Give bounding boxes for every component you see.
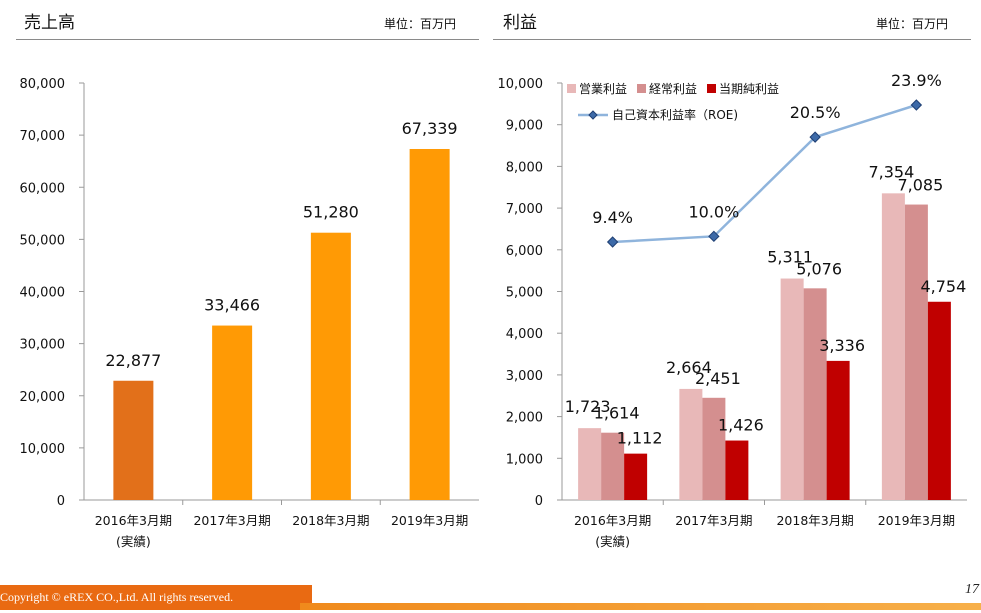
legend-label: 営業利益	[579, 82, 627, 96]
sales-data-label: 67,339	[402, 119, 458, 138]
profit-bar-2	[601, 432, 625, 500]
profit-bar-3	[826, 360, 850, 500]
profit-bar-2	[702, 397, 726, 500]
legend-swatch	[567, 84, 576, 93]
roe-data-label: 9.4%	[592, 208, 633, 227]
profit-data-label: 7,085	[897, 176, 943, 195]
profit-y-tick-label: 8,000	[506, 160, 543, 175]
profit-category-label: 2017年3月期	[675, 513, 752, 528]
profit-bar-1	[578, 428, 602, 500]
profit-data-label: 5,311	[767, 248, 813, 267]
sales-category-sublabel: (実績)	[116, 534, 151, 549]
profit-data-label: 3,336	[819, 336, 865, 355]
sales-y-tick-label: 0	[57, 494, 65, 509]
sales-bar	[310, 232, 351, 500]
sales-y-tick-label: 50,000	[20, 233, 66, 248]
sales-bar	[409, 148, 450, 500]
profit-panel-title: 利益	[503, 13, 537, 33]
profit-bar-1	[780, 278, 804, 500]
profit-header-rule	[493, 39, 971, 40]
sales-y-tick-label: 40,000	[20, 286, 66, 301]
legend-label: 経常利益	[649, 82, 697, 96]
profit-y-tick-label: 9,000	[506, 119, 543, 134]
page-number: 17	[965, 582, 979, 597]
sales-bar	[113, 380, 154, 500]
profit-data-label: 5,076	[796, 259, 842, 278]
profit-bar-3	[725, 440, 749, 500]
roe-data-label: 23.9%	[891, 71, 942, 90]
sales-y-tick-label: 10,000	[20, 442, 66, 457]
sales-bar	[212, 325, 253, 500]
profit-category-label: 2018年3月期	[776, 513, 853, 528]
profit-y-tick-label: 0	[535, 494, 543, 509]
sales-category-label: 2016年3月期	[95, 513, 172, 528]
sales-data-label: 33,466	[204, 296, 260, 315]
sales-category-label: 2019年3月期	[391, 513, 468, 528]
sales-y-tick-label: 20,000	[20, 390, 66, 405]
sales-y-tick-label: 30,000	[20, 338, 66, 353]
legend-swatch	[707, 84, 716, 93]
sales-category-label: 2017年3月期	[193, 513, 270, 528]
legend-label-roe: 自己資本利益率（ROE)	[612, 107, 738, 122]
sales-y-tick-label: 80,000	[20, 77, 66, 92]
profit-y-tick-label: 7,000	[506, 202, 543, 217]
sales-category-label: 2018年3月期	[292, 513, 369, 528]
sales-unit-label: 単位：百万円	[384, 17, 457, 31]
profit-bar-1	[881, 193, 905, 500]
roe-data-label: 20.5%	[790, 103, 841, 122]
profit-data-label: 4,754	[920, 277, 966, 296]
profit-category-label: 2019年3月期	[878, 513, 955, 528]
profit-bar-3	[624, 453, 648, 500]
roe-data-label: 10.0%	[688, 202, 739, 221]
roe-marker	[606, 236, 619, 248]
sales-y-tick-label: 60,000	[20, 181, 66, 196]
profit-y-tick-label: 6,000	[506, 244, 543, 259]
profit-y-tick-label: 5,000	[506, 286, 543, 301]
sales-data-label: 51,280	[303, 203, 359, 222]
footer-band	[0, 585, 312, 610]
legend-roe-marker	[588, 110, 598, 120]
profit-y-tick-label: 3,000	[506, 369, 543, 384]
profit-data-label: 1,426	[718, 416, 764, 435]
profit-bar-1	[679, 388, 703, 500]
profit-y-tick-label: 1,000	[506, 452, 543, 467]
footer-strip	[300, 603, 981, 610]
profit-data-label: 2,664	[666, 358, 712, 377]
profit-bar-3	[927, 301, 951, 500]
profit-bar-2	[904, 204, 928, 501]
roe-marker	[809, 131, 821, 143]
profit-data-label: 1,112	[617, 429, 663, 448]
sales-y-tick-label: 70,000	[20, 129, 66, 144]
legend-swatch	[637, 84, 646, 93]
profit-data-label: 1,614	[594, 404, 640, 423]
profit-data-label: 7,354	[868, 162, 914, 181]
sales-header-rule	[16, 39, 479, 40]
profit-category-label: 2016年3月期	[574, 513, 651, 528]
profit-bar-2	[803, 288, 827, 500]
profit-y-tick-label: 2,000	[506, 411, 543, 426]
sales-panel-title: 売上高	[24, 13, 75, 33]
roe-line	[612, 103, 917, 244]
profit-category-sublabel: (実績)	[595, 534, 630, 549]
roe-marker	[910, 99, 923, 111]
profit-data-label: 2,451	[695, 369, 741, 388]
legend-label: 当期純利益	[719, 82, 779, 96]
profit-y-tick-label: 4,000	[506, 327, 543, 342]
copyright-text: Copyright © eREX CO.,Ltd. All rights res…	[0, 590, 234, 604]
profit-unit-label: 単位：百万円	[876, 17, 949, 31]
profit-y-tick-label: 10,000	[498, 77, 544, 92]
roe-marker	[708, 230, 720, 243]
profit-data-label: 1,723	[565, 397, 611, 416]
sales-data-label: 22,877	[105, 351, 161, 370]
